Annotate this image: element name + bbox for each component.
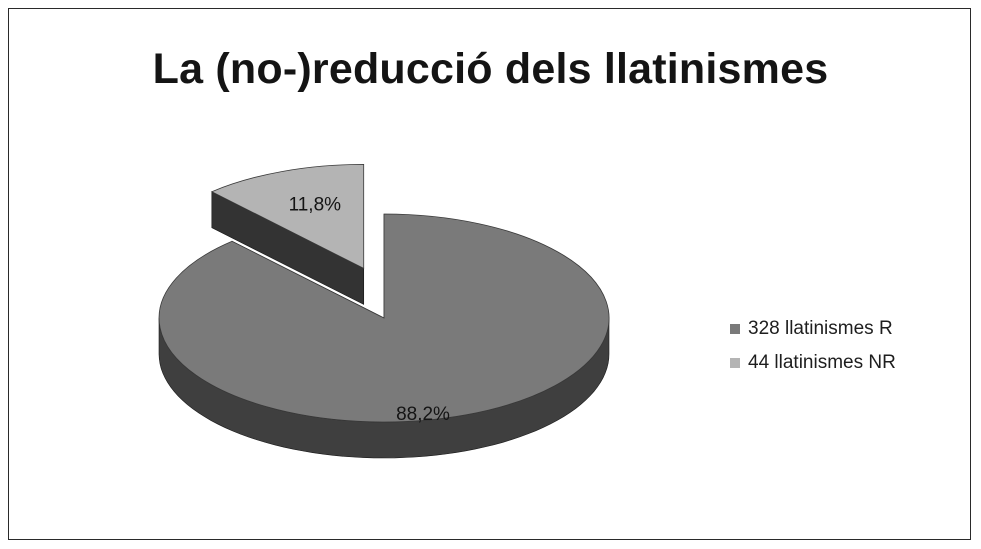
legend-item-r: 328 llatinismes R	[730, 312, 896, 346]
legend-label-r: 328 llatinismes R	[748, 318, 893, 339]
data-label-0: 88,2%	[396, 404, 450, 425]
legend-item-nr: 44 llatinismes NR	[730, 346, 896, 380]
chart-title: La (no-)reducció dels llatinismes	[152, 45, 829, 93]
data-label-1: 11,8%	[289, 194, 342, 215]
chart-legend: 328 llatinismes R 44 llatinismes NR	[730, 312, 896, 380]
legend-swatch-nr	[730, 358, 740, 368]
legend-swatch-r	[730, 324, 740, 334]
pie-slice-0	[158, 213, 610, 423]
chart-frame: La (no-)reducció dels llatinismes	[8, 8, 971, 540]
legend-label-nr: 44 llatinismes NR	[748, 352, 896, 373]
pie-slice-1	[210, 163, 365, 270]
